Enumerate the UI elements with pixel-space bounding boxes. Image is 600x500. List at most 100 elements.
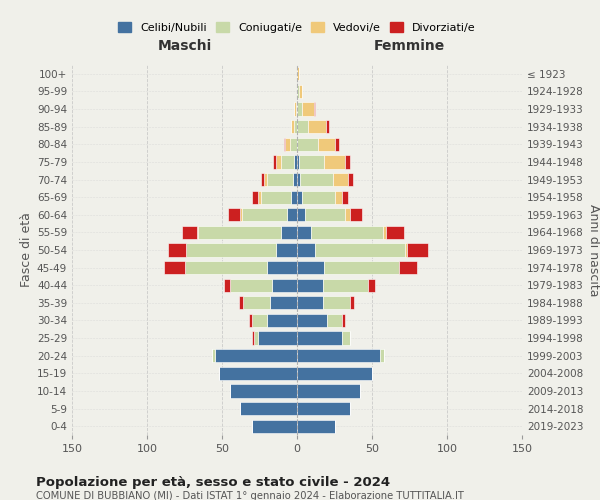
Text: COMUNE DI BUBBIANO (MI) - Dati ISTAT 1° gennaio 2024 - Elaborazione TUTTITALIA.I: COMUNE DI BUBBIANO (MI) - Dati ISTAT 1° … [36,491,464,500]
Legend: Celibi/Nubili, Coniugati/e, Vedovi/e, Divorziati/e: Celibi/Nubili, Coniugati/e, Vedovi/e, Di… [115,19,479,36]
Bar [297,120,308,134]
Bar [182,226,197,239]
Bar [407,244,427,256]
Bar [314,102,315,116]
Bar [297,366,372,380]
Bar [254,332,258,344]
Bar [302,190,335,204]
Bar [291,120,294,134]
Bar [212,349,215,362]
Bar [215,349,297,362]
Bar [239,296,243,310]
Bar [399,261,417,274]
Bar [228,208,240,222]
Bar [185,261,267,274]
Bar [168,244,186,256]
Bar [197,226,198,239]
Bar [383,226,386,239]
Bar [342,190,348,204]
Bar [349,208,361,222]
Bar [323,296,349,310]
Bar [249,314,252,327]
Bar [297,420,335,433]
Bar [345,156,349,168]
Bar [297,138,318,151]
Bar [296,102,297,116]
Bar [243,296,270,310]
Bar [297,67,299,80]
Bar [297,156,299,168]
Bar [297,402,349,415]
Bar [302,102,314,116]
Bar [386,226,404,239]
Bar [252,190,258,204]
Bar [305,208,345,222]
Bar [297,190,302,204]
Bar [252,420,297,433]
Bar [297,261,324,274]
Bar [240,208,241,222]
Bar [267,261,297,274]
Bar [294,156,297,168]
Bar [258,332,297,344]
Bar [291,190,297,204]
Bar [223,278,229,292]
Bar [252,314,267,327]
Text: Femmine: Femmine [374,38,445,52]
Bar [273,156,276,168]
Bar [367,278,375,292]
Bar [258,190,261,204]
Bar [324,261,399,274]
Bar [299,156,324,168]
Bar [323,278,367,292]
Bar [297,102,302,116]
Bar [264,173,267,186]
Y-axis label: Fasce di età: Fasce di età [20,212,33,288]
Bar [276,156,281,168]
Bar [267,173,293,186]
Text: Maschi: Maschi [157,38,212,52]
Bar [327,314,342,327]
Bar [342,332,349,344]
Bar [380,349,384,362]
Bar [294,102,296,116]
Bar [163,261,185,274]
Bar [198,226,281,239]
Bar [297,349,380,362]
Bar [267,314,297,327]
Bar [297,226,311,239]
Bar [405,244,407,256]
Bar [240,402,297,415]
Bar [186,244,276,256]
Bar [315,244,405,256]
Bar [284,138,285,151]
Y-axis label: Anni di nascita: Anni di nascita [587,204,600,296]
Bar [300,173,333,186]
Bar [342,314,345,327]
Bar [348,173,353,186]
Bar [241,208,287,222]
Bar [271,278,297,292]
Bar [281,226,297,239]
Bar [308,120,325,134]
Bar [297,173,300,186]
Bar [335,190,342,204]
Bar [333,173,348,186]
Bar [345,208,349,222]
Bar [311,226,383,239]
Bar [324,156,345,168]
Bar [261,190,291,204]
Bar [252,332,254,344]
Bar [335,138,339,151]
Bar [318,138,335,151]
Bar [349,296,354,310]
Bar [297,208,305,222]
Bar [270,296,297,310]
Bar [297,296,323,310]
Bar [229,278,271,292]
Bar [219,366,297,380]
Bar [261,173,264,186]
Bar [293,173,297,186]
Bar [299,85,302,98]
Text: Popolazione per età, sesso e stato civile - 2024: Popolazione per età, sesso e stato civil… [36,476,390,489]
